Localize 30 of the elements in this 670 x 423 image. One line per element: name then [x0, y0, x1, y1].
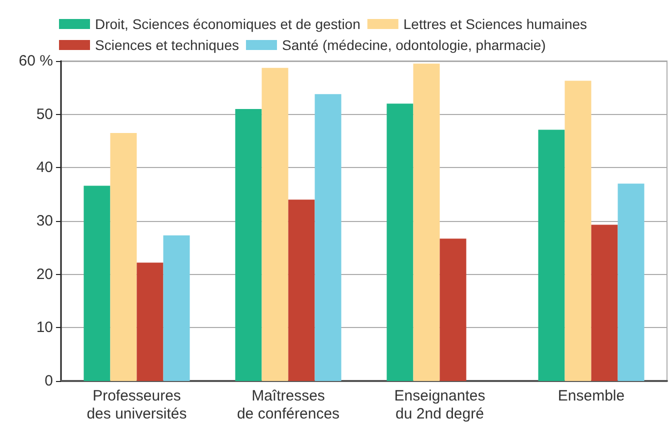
y-tick-label: 50 — [36, 106, 53, 123]
y-tick-label: 40 — [36, 159, 53, 176]
legend-label: Sciences et techniques — [95, 37, 239, 53]
bar — [136, 262, 164, 381]
bar — [235, 109, 262, 381]
y-tick-label: 60 % — [18, 52, 53, 70]
bar — [288, 200, 315, 381]
bar — [314, 94, 342, 381]
y-tick-label: 0 — [44, 372, 53, 390]
y-tick-label: 10 — [36, 319, 53, 336]
bar — [413, 64, 440, 381]
legend-label: Santé (médecine, odontologie, pharmacie) — [282, 37, 546, 53]
y-tick-label: 20 — [36, 266, 53, 283]
y-tick-label: 30 — [36, 212, 53, 230]
x-tick-label: Professeures des universités — [86, 388, 187, 422]
legend-label: Lettres et Sciences humaines — [403, 16, 588, 32]
bar — [538, 130, 565, 381]
bar — [84, 186, 110, 381]
x-tick-label: Enseignantes du 2nd degré — [394, 388, 486, 422]
bar — [591, 224, 618, 381]
bar — [618, 184, 644, 381]
bar — [163, 235, 190, 381]
legend-label: Droit, Sciences économiques et de gestion — [95, 16, 360, 32]
bar — [262, 68, 288, 381]
x-tick-label: Ensemble — [558, 388, 625, 404]
bar — [110, 133, 137, 381]
x-tick-label: Maîtresses de conférences — [236, 388, 340, 422]
bar — [440, 238, 466, 381]
bar — [564, 80, 592, 381]
bar — [386, 104, 414, 381]
